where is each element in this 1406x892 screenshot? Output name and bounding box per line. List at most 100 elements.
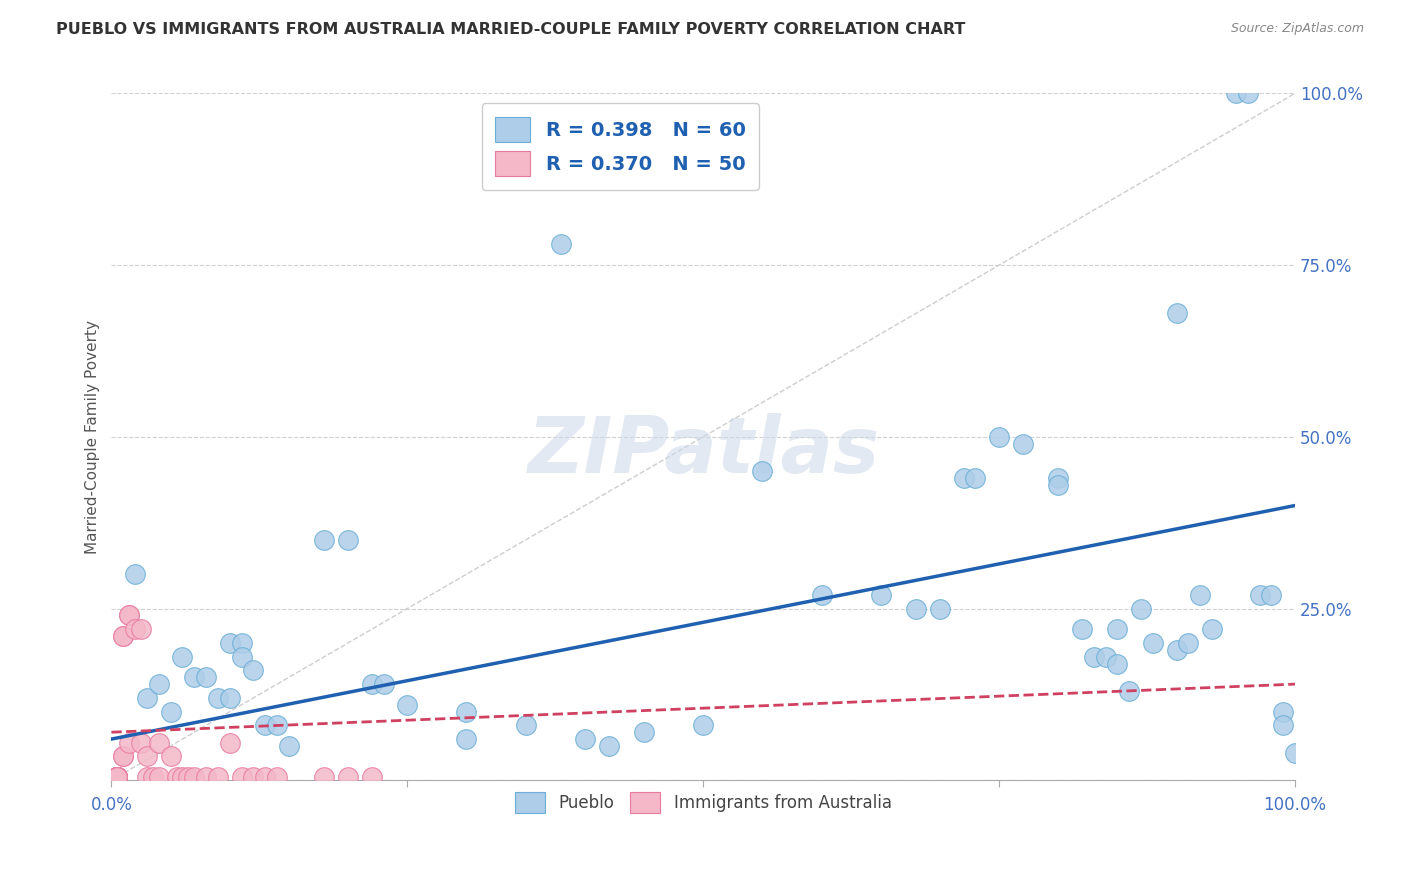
- Point: [135, 770, 157, 784]
- Text: ZIPatlas: ZIPatlas: [527, 413, 879, 489]
- Point: [172, 649, 194, 664]
- Point: [266, 718, 288, 732]
- Point: [159, 705, 181, 719]
- Point: [396, 698, 419, 712]
- Point: [242, 664, 264, 678]
- Point: [231, 636, 253, 650]
- Point: [105, 770, 128, 784]
- Point: [105, 770, 128, 784]
- Point: [105, 770, 128, 784]
- Point: [598, 739, 620, 753]
- Point: [177, 770, 200, 784]
- Point: [952, 471, 974, 485]
- Point: [105, 770, 128, 784]
- Point: [929, 601, 952, 615]
- Point: [105, 770, 128, 784]
- Point: [124, 567, 146, 582]
- Point: [692, 718, 714, 732]
- Point: [1011, 436, 1033, 450]
- Point: [105, 770, 128, 784]
- Point: [105, 770, 128, 784]
- Point: [1130, 601, 1153, 615]
- Point: [105, 770, 128, 784]
- Point: [1094, 649, 1116, 664]
- Point: [105, 770, 128, 784]
- Legend: Pueblo, Immigrants from Australia: Pueblo, Immigrants from Australia: [505, 782, 901, 823]
- Point: [1236, 87, 1258, 101]
- Point: [172, 770, 194, 784]
- Point: [266, 770, 288, 784]
- Y-axis label: Married-Couple Family Poverty: Married-Couple Family Poverty: [86, 320, 100, 554]
- Point: [129, 735, 152, 749]
- Point: [574, 732, 596, 747]
- Point: [142, 770, 165, 784]
- Point: [218, 636, 240, 650]
- Text: Source: ZipAtlas.com: Source: ZipAtlas.com: [1230, 22, 1364, 36]
- Point: [550, 237, 572, 252]
- Point: [242, 770, 264, 784]
- Point: [148, 770, 170, 784]
- Point: [905, 601, 928, 615]
- Point: [633, 725, 655, 739]
- Point: [231, 649, 253, 664]
- Point: [112, 749, 135, 764]
- Point: [1166, 642, 1188, 657]
- Point: [869, 588, 891, 602]
- Point: [183, 670, 205, 684]
- Point: [1284, 746, 1306, 760]
- Point: [112, 629, 135, 643]
- Point: [105, 770, 128, 784]
- Point: [231, 770, 253, 784]
- Point: [1225, 87, 1247, 101]
- Point: [148, 677, 170, 691]
- Point: [105, 770, 128, 784]
- Point: [515, 718, 537, 732]
- Point: [1166, 306, 1188, 320]
- Point: [751, 464, 773, 478]
- Point: [1107, 657, 1129, 671]
- Point: [105, 770, 128, 784]
- Point: [373, 677, 395, 691]
- Point: [360, 770, 382, 784]
- Text: PUEBLO VS IMMIGRANTS FROM AUSTRALIA MARRIED-COUPLE FAMILY POVERTY CORRELATION CH: PUEBLO VS IMMIGRANTS FROM AUSTRALIA MARR…: [56, 22, 966, 37]
- Point: [456, 732, 478, 747]
- Point: [278, 739, 301, 753]
- Point: [148, 735, 170, 749]
- Point: [135, 749, 157, 764]
- Point: [1189, 588, 1212, 602]
- Point: [105, 770, 128, 784]
- Point: [135, 690, 157, 705]
- Point: [118, 608, 141, 623]
- Point: [195, 770, 218, 784]
- Point: [1071, 622, 1094, 636]
- Point: [254, 718, 277, 732]
- Point: [124, 622, 146, 636]
- Point: [1249, 588, 1271, 602]
- Point: [1047, 478, 1070, 492]
- Point: [105, 770, 128, 784]
- Point: [1201, 622, 1223, 636]
- Point: [105, 770, 128, 784]
- Point: [1272, 705, 1295, 719]
- Point: [1142, 636, 1164, 650]
- Point: [1260, 588, 1282, 602]
- Point: [105, 770, 128, 784]
- Point: [314, 533, 336, 547]
- Point: [218, 690, 240, 705]
- Point: [1083, 649, 1105, 664]
- Point: [965, 471, 987, 485]
- Point: [105, 770, 128, 784]
- Point: [1047, 471, 1070, 485]
- Point: [129, 622, 152, 636]
- Point: [112, 749, 135, 764]
- Point: [337, 533, 360, 547]
- Point: [183, 770, 205, 784]
- Point: [1107, 622, 1129, 636]
- Point: [207, 770, 229, 784]
- Point: [314, 770, 336, 784]
- Point: [1177, 636, 1199, 650]
- Point: [105, 770, 128, 784]
- Point: [207, 690, 229, 705]
- Point: [1118, 684, 1140, 698]
- Point: [360, 677, 382, 691]
